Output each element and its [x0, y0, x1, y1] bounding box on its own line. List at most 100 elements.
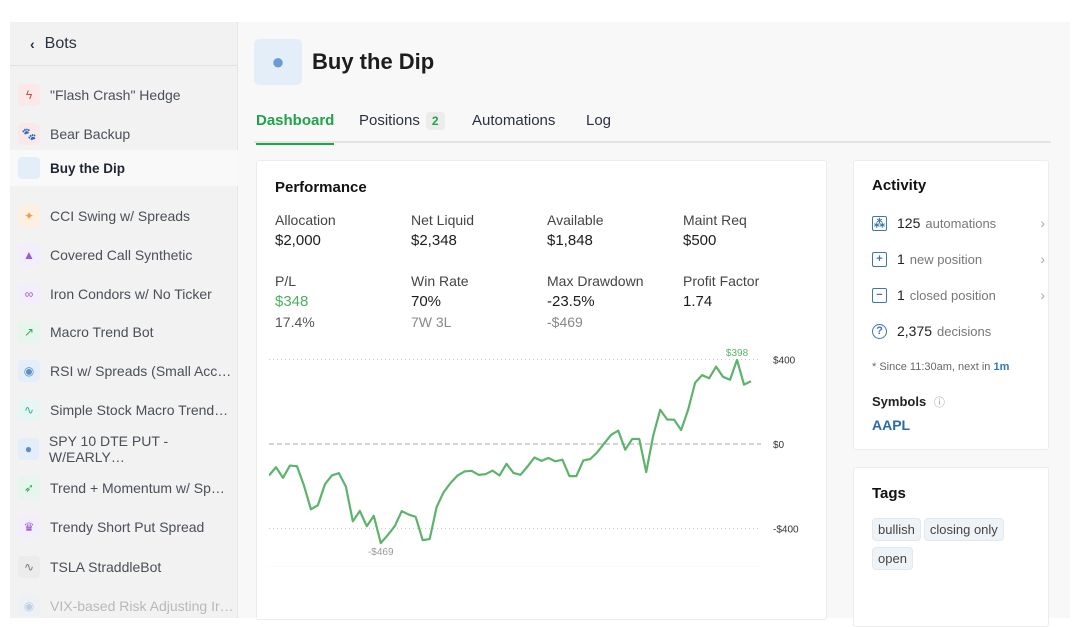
lightning-icon: ϟ	[18, 84, 40, 106]
stat-value: $500	[683, 232, 747, 249]
stat-available: Available$1,848	[547, 212, 604, 249]
bot-name: Simple Stock Macro Trend…	[50, 402, 228, 418]
pulse-icon: ∿	[18, 399, 40, 421]
stopwatch-icon: ●	[18, 438, 39, 460]
sidebar-bot-item[interactable]: ♛ Trendy Short Put Spread	[10, 509, 238, 545]
positions-count-badge: 2	[426, 112, 445, 130]
apple-icon: ●	[254, 39, 302, 85]
chevron-right-icon: ›	[1040, 251, 1045, 267]
bot-name: TSLA StraddleBot	[50, 559, 161, 575]
question-circle-icon: ?	[872, 324, 887, 339]
bot-name: Bear Backup	[50, 126, 130, 142]
sidebar-bot-item[interactable]: ➶ Trend + Momentum w/ Sp…	[10, 470, 238, 506]
apple-icon	[18, 157, 40, 179]
crown-icon: ♛	[18, 516, 40, 538]
sidebar-bot-item[interactable]: ● SPY 10 DTE PUT - W/EARLY…	[10, 431, 238, 467]
sidebar-bot-item[interactable]: ∿ TSLA StraddleBot	[10, 549, 238, 585]
back-to-bots[interactable]: ‹Bots	[10, 22, 237, 66]
stat-label: Win Rate	[411, 273, 469, 289]
wizard-hat-icon: ▲	[18, 244, 40, 266]
pl-chart: $400$0-$400$398-$469	[269, 346, 814, 611]
chevron-right-icon: ›	[1040, 215, 1045, 231]
tag-chip[interactable]: open	[872, 547, 913, 570]
activity-title: Activity	[872, 177, 926, 194]
tab-log[interactable]: Log	[586, 112, 611, 143]
stat-value: -23.5%	[547, 293, 643, 310]
sidebar-bot-item[interactable]: ↗ Macro Trend Bot	[10, 314, 238, 350]
stat-label: Maint Req	[683, 212, 747, 228]
bot-name: SPY 10 DTE PUT - W/EARLY…	[49, 433, 238, 465]
chart-line-icon: ↗	[18, 321, 40, 343]
stat-allocation: Allocation$2,000	[275, 212, 336, 249]
note-text: * Since 11:30am, next in	[872, 361, 993, 373]
tab-automations[interactable]: Automations	[472, 112, 555, 143]
stat-value: 1.74	[683, 293, 759, 310]
stat-label: Profit Factor	[683, 273, 759, 289]
stat-net-liquid: Net Liquid$2,348	[411, 212, 474, 249]
sidebar-bot-item[interactable]: ◉VIX-based Risk Adjusting Ir…	[10, 588, 238, 624]
stat-value: 70%	[411, 293, 469, 310]
symbol-aapl-link[interactable]: AAPL	[872, 417, 910, 433]
tag-chip[interactable]: closing only	[924, 518, 1004, 541]
infinity-icon: ∞	[18, 283, 40, 305]
bot-sidebar: ‹Bots ϟ "Flash Crash" Hedge 🐾 Bear Backup Bu…	[10, 22, 238, 618]
stat-label: Allocation	[275, 212, 336, 228]
activity-row: ? 2,375 decisions	[872, 323, 1042, 339]
tab-dashboard[interactable]: Dashboard	[256, 112, 334, 145]
bot-name: Macro Trend Bot	[50, 324, 154, 340]
sidebar-bot-item[interactable]: ▲Covered Call Synthetic	[10, 237, 238, 273]
stat-profit-factor: Profit Factor 1.74	[683, 273, 759, 310]
rocket-icon: ➶	[18, 477, 40, 499]
automation-icon: ⁂	[872, 216, 887, 231]
sidebar-bot-item[interactable]: ∿ Simple Stock Macro Trend…	[10, 392, 238, 428]
bot-name: "Flash Crash" Hedge	[50, 87, 181, 103]
bot-name: Trendy Short Put Spread	[50, 519, 204, 535]
activity-label: automations	[925, 216, 996, 231]
paw-icon: 🐾	[18, 123, 40, 145]
activity-count: 125	[897, 215, 920, 231]
stat-maint-req: Maint Req $500	[683, 212, 747, 249]
chevron-left-icon: ‹	[30, 36, 35, 52]
sidebar-bot-item[interactable]: ϟ "Flash Crash" Hedge	[10, 77, 238, 113]
sidebar-bot-item[interactable]: ✦CCI Swing w/ Spreads	[10, 198, 238, 234]
bot-name: RSI w/ Spreads (Small Acc…	[50, 363, 231, 379]
minus-square-icon: −	[872, 288, 887, 303]
page-title: Buy the Dip	[312, 49, 434, 75]
raygun-icon: ✦	[18, 205, 40, 227]
symbols-title: Symbols	[872, 394, 926, 409]
plus-square-icon: +	[872, 252, 887, 267]
stat-subvalue: -$469	[547, 314, 643, 330]
activity-count: 2,375	[897, 323, 932, 339]
info-icon[interactable]: ⓘ	[934, 397, 945, 409]
next-run-link[interactable]: 1m	[993, 361, 1009, 373]
activity-label: closed position	[910, 288, 996, 303]
stat-value: $348	[275, 293, 315, 310]
pulse-icon: ∿	[18, 556, 40, 578]
tag-chip[interactable]: bullish	[872, 518, 921, 541]
tags-title: Tags	[872, 485, 906, 502]
sidebar-bot-item[interactable]: ◉ RSI w/ Spreads (Small Acc…	[10, 353, 238, 389]
stat-max-drawdown: Max Drawdown-23.5%-$469	[547, 273, 643, 330]
sidebar-bot-item[interactable]: ∞ Iron Condors w/ No Ticker	[10, 276, 238, 312]
sidebar-bot-item[interactable]: 🐾 Bear Backup	[10, 116, 238, 152]
y-tick-label: $0	[773, 440, 785, 451]
max-label: $398	[726, 348, 749, 359]
activity-count: 1	[897, 251, 905, 267]
bot-name: Buy the Dip	[50, 161, 125, 176]
activity-label: decisions	[937, 324, 991, 339]
stat-label: Net Liquid	[411, 212, 474, 228]
robot-icon: ◉	[18, 360, 40, 382]
bot-name: Trend + Momentum w/ Sp…	[50, 480, 225, 496]
stat-label: Available	[547, 212, 604, 228]
sidebar-bot-item[interactable]: Buy the Dip	[10, 150, 238, 186]
bot-name: Iron Condors w/ No Ticker	[50, 286, 212, 302]
activity-row[interactable]: ⁂ 125 automations ›	[872, 215, 1042, 231]
